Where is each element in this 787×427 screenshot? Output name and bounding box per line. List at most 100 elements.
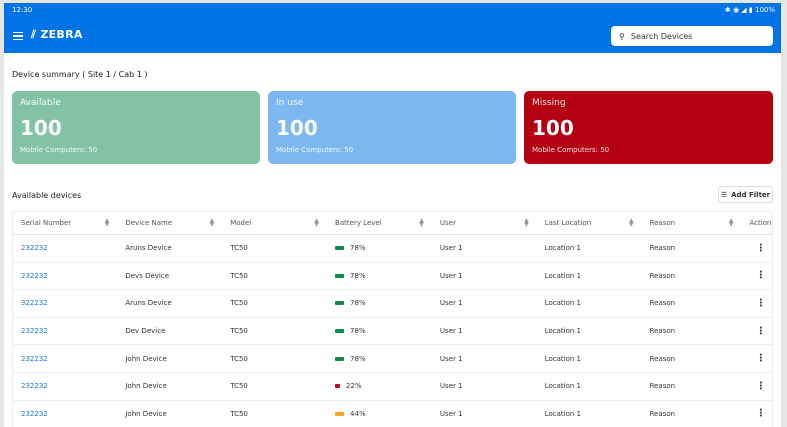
last-location: Location 1 — [536, 344, 642, 373]
column-header[interactable]: Last Location ▲ ▼ — [536, 211, 642, 235]
sort-icon[interactable]: ▲ ▼ — [104, 217, 110, 228]
last-location: Location 1 — [536, 400, 642, 427]
reason: Reason — [641, 234, 742, 263]
search-icon: ⚲ — [619, 31, 625, 41]
model: TC50 — [222, 372, 328, 401]
bluetooth-icon: ✱ ◉ ◢ ▮ — [724, 6, 755, 14]
reason: Reason — [641, 372, 742, 401]
table-row: 232232 John Device TC50 22% User 1 Locat… — [12, 372, 773, 401]
card-label: Available — [20, 98, 61, 108]
more-actions-icon[interactable]: ⋮ — [741, 262, 773, 291]
device-name: John Device — [117, 372, 223, 401]
add-filter-button[interactable]: ☰ Add Filter — [718, 186, 773, 203]
column-header[interactable]: Model ▲ ▼ — [222, 211, 328, 235]
zebra-logo: ⫽ ZEBRA — [31, 28, 83, 41]
sort-icon[interactable]: ▲ ▼ — [628, 217, 634, 228]
model: TC50 — [222, 289, 328, 318]
devices-table: Serial Number ▲ ▼ Device Name ▲ ▼ Model ▲ ▼ Batte… — [12, 211, 773, 427]
device-name: Devs Device — [117, 262, 223, 291]
serial-link[interactable]: 232232 — [12, 344, 118, 373]
user: User 1 — [431, 289, 537, 318]
battery-icon — [335, 246, 345, 251]
table-row: 232232 John Device TC50 78% User 1 Locat… — [12, 344, 773, 373]
battery-level: 78% — [327, 234, 432, 263]
table-row: 322232 Aruns Device TC50 78% User 1 Loca… — [12, 289, 773, 318]
sort-icon[interactable]: ▲ ▼ — [524, 217, 529, 228]
battery-level: 78% — [327, 344, 432, 373]
card-label: Missing — [532, 98, 566, 108]
serial-link[interactable]: 232232 — [12, 262, 118, 291]
column-header[interactable]: User ▲ ▼ — [431, 211, 537, 235]
summary-title: Device summary ( Site 1 / Cab 1 ) — [12, 70, 148, 79]
sort-icon[interactable]: ▲ ▼ — [314, 217, 320, 228]
more-actions-icon[interactable]: ⋮ — [741, 289, 773, 318]
battery-icon — [335, 356, 345, 361]
top-bar: 12:30 ✱ ◉ ◢ ▮ 100% ⫽ ZEBRA ⚲ Search Devic… — [4, 3, 781, 53]
battery-level: 78% — [327, 289, 432, 318]
serial-link[interactable]: 232232 — [12, 234, 118, 263]
last-location: Location 1 — [536, 317, 642, 346]
battery-level: 44% — [327, 400, 432, 427]
card-count: 100 — [20, 116, 62, 140]
column-header[interactable]: Action — [741, 211, 773, 235]
model: TC50 — [222, 262, 328, 291]
model: TC50 — [222, 234, 328, 263]
user: User 1 — [431, 400, 537, 427]
card-subtitle: Mobile Computers: 50 — [20, 146, 98, 154]
column-header[interactable]: Battery Level ▲ ▼ — [327, 211, 432, 235]
battery-percent: 100% — [754, 6, 775, 14]
more-actions-icon[interactable]: ⋮ — [741, 400, 773, 427]
more-actions-icon[interactable]: ⋮ — [741, 372, 773, 401]
battery-icon — [335, 329, 345, 334]
serial-link[interactable]: 232232 — [12, 317, 118, 346]
user: User 1 — [431, 372, 537, 401]
filter-icon: ☰ — [720, 190, 728, 199]
column-header[interactable]: Reason ▲ ▼ — [641, 211, 742, 235]
more-actions-icon[interactable]: ⋮ — [741, 234, 773, 263]
device-name: John Device — [117, 344, 223, 373]
sort-icon[interactable]: ▲ ▼ — [419, 217, 424, 228]
column-header[interactable]: Serial Number ▲ ▼ — [12, 211, 118, 235]
sort-icon[interactable]: ▲ ▼ — [209, 217, 215, 228]
battery-icon — [335, 301, 345, 306]
reason: Reason — [641, 400, 742, 427]
menu-icon[interactable] — [13, 32, 23, 40]
card-label: In use — [276, 98, 304, 108]
available-devices-title: Available devices — [12, 191, 82, 200]
table-row: 232232 Dev Device TC50 78% User 1 Locati… — [12, 317, 773, 346]
column-header[interactable]: Device Name ▲ ▼ — [117, 211, 223, 235]
last-location: Location 1 — [536, 234, 642, 263]
status-icons: ✱ ◉ ◢ ▮ 100% — [725, 6, 775, 14]
last-location: Location 1 — [536, 372, 642, 401]
summary-card-missing[interactable]: Missing 100 Mobile Computers: 50 — [524, 91, 773, 164]
battery-icon — [335, 384, 341, 389]
last-location: Location 1 — [536, 289, 642, 318]
table-row: 232232 Devs Device TC50 78% User 1 Locat… — [12, 262, 773, 291]
summary-card-available[interactable]: Available 100 Mobile Computers: 50 — [12, 91, 260, 164]
battery-level: 78% — [327, 262, 432, 291]
serial-link[interactable]: 232232 — [12, 400, 118, 427]
device-name: Aruns Device — [117, 289, 223, 318]
more-actions-icon[interactable]: ⋮ — [741, 344, 773, 373]
user: User 1 — [431, 344, 537, 373]
more-actions-icon[interactable]: ⋮ — [741, 317, 773, 346]
serial-link[interactable]: 322232 — [12, 289, 118, 318]
reason: Reason — [641, 289, 742, 318]
model: TC50 — [222, 400, 328, 427]
battery-level: 78% — [327, 317, 432, 346]
battery-icon — [335, 411, 345, 416]
summary-card-in-use[interactable]: In use 100 Mobile Computers: 50 — [268, 91, 516, 164]
user: User 1 — [431, 317, 537, 346]
table-row: 232232 Aruns Device TC50 78% User 1 Loca… — [12, 234, 773, 263]
last-location: Location 1 — [536, 262, 642, 291]
search-input[interactable]: ⚲ Search Devices — [611, 26, 773, 46]
status-time: 12:30 — [12, 6, 33, 14]
card-count: 100 — [532, 116, 574, 140]
card-subtitle: Mobile Computers: 50 — [532, 146, 610, 154]
battery-level: 22% — [327, 372, 432, 401]
sort-icon[interactable]: ▲ ▼ — [728, 217, 734, 228]
serial-link[interactable]: 232232 — [12, 372, 118, 401]
reason: Reason — [641, 317, 742, 346]
model: TC50 — [222, 344, 328, 373]
user: User 1 — [431, 234, 537, 263]
